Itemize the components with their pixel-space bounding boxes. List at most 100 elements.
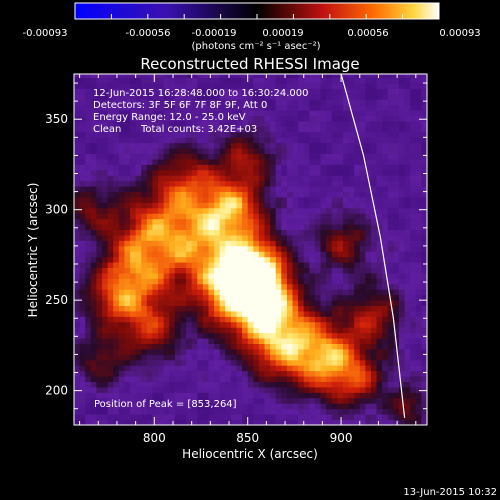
heatmap-cell [152,240,159,247]
heatmap-cell [236,202,243,209]
heatmap-cell [421,316,427,323]
heatmap-cell [219,359,226,366]
heatmap-cell [337,403,344,410]
heatmap-cell [130,175,137,182]
heatmap-cell [298,191,305,198]
heatmap-cell [174,392,181,399]
heatmap-cell [135,403,142,410]
heatmap-cell [247,110,254,117]
heatmap-cell [180,213,187,220]
heatmap-cell [275,159,282,165]
heatmap-cell [331,349,338,355]
heatmap-cell [337,392,344,399]
heatmap-cell [270,327,277,334]
heatmap-cell [326,387,333,393]
heatmap-cell [247,365,254,372]
heatmap-cell [398,256,405,263]
heatmap-cell [421,321,427,328]
heatmap-cell [186,99,193,106]
heatmap-cell [410,300,417,306]
heatmap-cell [359,229,366,236]
heatmap-cell [169,294,176,301]
heatmap-cell [130,142,137,149]
heatmap-cell [247,245,254,252]
heatmap-cell [174,381,181,388]
heatmap-cell [74,235,80,241]
heatmap-cell [124,99,131,106]
heatmap-cell [124,419,131,425]
heatmap-cell [303,376,310,382]
heatmap-cell [365,77,372,84]
heatmap-cell [370,349,377,355]
heatmap-cell [393,93,400,100]
heatmap-cell [158,126,165,133]
heatmap-cell [275,397,282,404]
heatmap-cell [113,321,120,328]
heatmap-cell [174,99,181,106]
heatmap-cell [146,327,153,334]
heatmap-cell [242,354,249,361]
heatmap-cell [191,77,198,84]
heatmap-cell [102,267,109,274]
heatmap-cell [130,202,137,209]
heatmap-cell [174,83,181,89]
heatmap-cell [74,283,80,290]
heatmap-cell [264,218,271,225]
heatmap-cell [197,245,204,252]
heatmap-cell [387,251,394,258]
heatmap-cell [382,202,389,209]
heatmap-cell [331,343,338,350]
heatmap-cell [107,408,114,415]
heatmap-cell [253,359,260,366]
heatmap-cell [225,169,232,176]
heatmap-cell [124,175,131,182]
heatmap-cell [242,169,249,176]
heatmap-cell [169,392,176,399]
heatmap-cell [169,300,176,306]
heatmap-cell [197,110,204,117]
heatmap-cell [387,311,394,317]
heatmap-cell [415,235,422,241]
heatmap-cell [74,419,80,425]
heatmap-cell [130,262,137,268]
heatmap-cell [242,397,249,404]
heatmap-cell [107,235,114,241]
heatmap-cell [292,251,299,258]
heatmap-cell [163,110,170,117]
heatmap-cell [359,419,366,425]
heatmap-cell [410,359,417,366]
heatmap-cell [124,240,131,247]
heatmap-cell [152,338,159,344]
heatmap-cell [85,354,92,361]
heatmap-cell [404,251,411,258]
heatmap-cell [174,213,181,220]
heatmap-cell [236,131,243,138]
heatmap-cell [370,408,377,415]
heatmap-cell [208,387,215,393]
heatmap-cell [365,224,372,230]
heatmap-cell [208,338,215,344]
heatmap-cell [118,99,125,106]
heatmap-cell [247,159,254,165]
heatmap-cell [370,148,377,155]
heatmap-cell [130,180,137,187]
heatmap-cell [286,180,293,187]
heatmap-cell [85,93,92,100]
heatmap-cell [298,311,305,317]
heatmap-cell [230,202,237,209]
heatmap-cell [219,202,226,209]
heatmap-cell [174,93,181,100]
heatmap-cell [281,338,288,344]
heatmap-cell [275,74,282,79]
heatmap-cell [421,305,427,312]
heatmap-cell [197,300,204,306]
heatmap-cell [124,289,131,296]
heatmap-cell [270,93,277,100]
heatmap-cell [79,121,86,127]
heatmap-cell [146,332,153,339]
heatmap-cell [387,338,394,344]
heatmap-cell [337,376,344,382]
heatmap-cell [410,338,417,344]
heatmap-cell [180,240,187,247]
heatmap-cell [326,311,333,317]
